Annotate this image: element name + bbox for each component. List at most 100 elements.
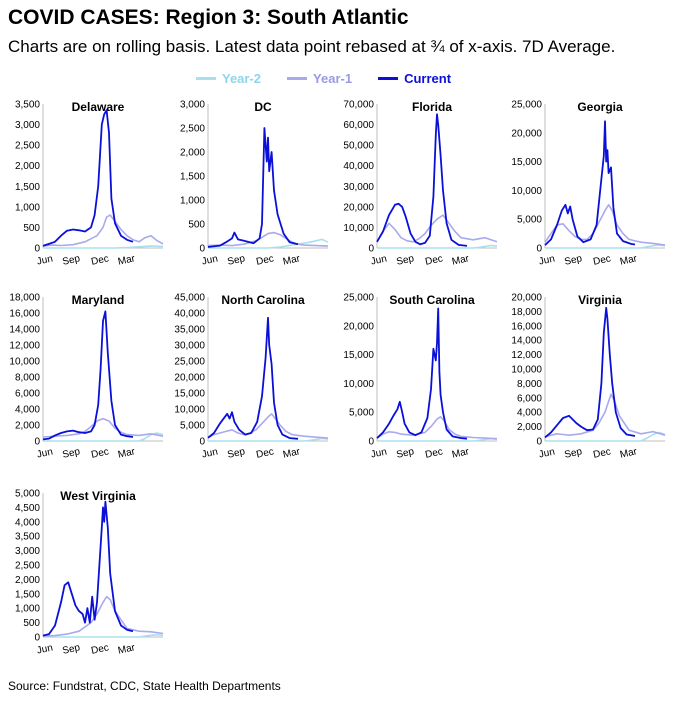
y-tick-label: 40,000 bbox=[343, 161, 374, 172]
y-tick-label: 1,000 bbox=[15, 202, 40, 213]
series-line-year-1 bbox=[207, 231, 329, 247]
page-subtitle: Charts are on rolling basis. Latest data… bbox=[8, 37, 616, 56]
y-tick-label: 0 bbox=[34, 437, 40, 448]
series-line-current bbox=[376, 307, 468, 440]
series-line-current bbox=[42, 109, 134, 247]
series-line-year-2 bbox=[545, 244, 666, 249]
y-tick-label: 0 bbox=[368, 437, 374, 448]
y-tick-label: 2,000 bbox=[180, 148, 205, 159]
x-tick-label: Dec bbox=[424, 446, 444, 460]
y-tick-label: 500 bbox=[23, 618, 40, 629]
x-tick-label: Dec bbox=[255, 446, 275, 460]
y-tick-label: 4,500 bbox=[15, 503, 40, 514]
y-tick-label: 3,000 bbox=[15, 546, 40, 557]
y-tick-label: 20,000 bbox=[343, 202, 374, 213]
y-tick-label: 5,000 bbox=[180, 421, 205, 432]
y-tick-label: 2,000 bbox=[15, 421, 40, 432]
y-tick-label: 14,000 bbox=[9, 325, 40, 336]
y-tick-label: 1,000 bbox=[15, 604, 40, 615]
y-tick-label: 1,500 bbox=[180, 172, 205, 183]
legend-label-year-2: Year-2 bbox=[222, 70, 262, 86]
x-tick-label: Mar bbox=[282, 253, 302, 267]
y-tick-label: 0 bbox=[536, 244, 542, 255]
y-tick-label: 3,500 bbox=[15, 532, 40, 543]
legend-item-year-2: Year-2 bbox=[196, 71, 261, 86]
x-tick-label: Sep bbox=[563, 253, 583, 268]
y-tick-label: 30,000 bbox=[174, 341, 205, 352]
legend-item-current: Current bbox=[378, 71, 451, 86]
y-tick-label: 10,000 bbox=[343, 379, 374, 390]
y-tick-label: 20,000 bbox=[511, 128, 542, 139]
chart-title: Virginia bbox=[578, 293, 622, 307]
y-tick-label: 20,000 bbox=[174, 373, 205, 384]
y-tick-label: 0 bbox=[368, 244, 374, 255]
x-tick-label: Mar bbox=[117, 253, 137, 267]
y-tick-label: 0 bbox=[199, 244, 205, 255]
series-line-year-1 bbox=[42, 417, 164, 438]
x-tick-label: Mar bbox=[619, 446, 639, 460]
y-tick-label: 5,000 bbox=[15, 489, 40, 500]
y-tick-label: 16,000 bbox=[511, 321, 542, 332]
y-tick-label: 60,000 bbox=[343, 120, 374, 131]
series-line-current bbox=[544, 120, 636, 246]
series-line-year-2 bbox=[43, 245, 164, 249]
x-tick-label: Jun bbox=[370, 446, 388, 460]
chart-panel-west-virginia: 0 500 1,000 1,500 2,000 2,500 3,000 3,500 4,000 4… bbox=[6, 486, 172, 671]
y-tick-label: 3,000 bbox=[15, 120, 40, 131]
y-tick-label: 10,000 bbox=[511, 365, 542, 376]
x-tick-label: Dec bbox=[255, 253, 275, 267]
chart-panel-florida: 0 10,000 20,000 30,000 40,000 50,000 60,000 70,… bbox=[340, 97, 506, 282]
chart-panel-georgia: 0 5,000 10,000 15,000 20,000 25,000 Jun Sep Dec M… bbox=[508, 97, 674, 282]
chart-title: Delaware bbox=[72, 100, 125, 114]
series-line-year-1 bbox=[376, 416, 498, 440]
y-tick-label: 10,000 bbox=[9, 357, 40, 368]
y-tick-label: 8,000 bbox=[517, 379, 542, 390]
legend-label-year-1: Year-1 bbox=[313, 70, 353, 86]
series-line-current bbox=[42, 310, 134, 441]
chart-svg-north-carolina: 0 5,000 10,000 15,000 20,000 25,000 30,000 35,0… bbox=[174, 293, 329, 461]
y-tick-label: 0 bbox=[199, 437, 205, 448]
y-tick-label: 1,000 bbox=[180, 196, 205, 207]
y-tick-label: 18,000 bbox=[511, 307, 542, 318]
y-tick-label: 2,000 bbox=[517, 422, 542, 433]
x-tick-label: Mar bbox=[451, 253, 471, 267]
y-tick-label: 40,000 bbox=[174, 309, 205, 320]
y-tick-label: 25,000 bbox=[511, 100, 542, 111]
x-tick-label: Jun bbox=[36, 642, 54, 656]
chart-title: West Virginia bbox=[60, 489, 136, 503]
chart-title: Florida bbox=[412, 100, 452, 114]
chart-svg-florida: 0 10,000 20,000 30,000 40,000 50,000 60,000 70,… bbox=[343, 100, 498, 268]
y-tick-label: 3,500 bbox=[15, 100, 40, 111]
x-tick-label: Mar bbox=[117, 446, 137, 460]
y-tick-label: 0 bbox=[34, 244, 40, 255]
y-tick-label: 10,000 bbox=[343, 223, 374, 234]
series-line-year-1 bbox=[544, 393, 666, 438]
y-tick-label: 0 bbox=[34, 633, 40, 644]
y-tick-label: 30,000 bbox=[343, 182, 374, 193]
x-tick-label: Mar bbox=[282, 446, 302, 460]
y-tick-label: 50,000 bbox=[343, 141, 374, 152]
chart-title: Maryland bbox=[72, 293, 125, 307]
legend-item-year-1: Year-1 bbox=[287, 71, 352, 86]
y-tick-label: 6,000 bbox=[15, 389, 40, 400]
y-tick-label: 500 bbox=[23, 223, 40, 234]
x-tick-label: Jun bbox=[36, 446, 54, 460]
y-tick-label: 0 bbox=[536, 437, 542, 448]
y-tick-label: 4,000 bbox=[15, 405, 40, 416]
chart-svg-georgia: 0 5,000 10,000 15,000 20,000 25,000 Jun Sep Dec M… bbox=[511, 100, 666, 268]
series-line-year-2 bbox=[43, 432, 164, 442]
y-tick-label: 2,500 bbox=[15, 561, 40, 572]
y-tick-label: 2,000 bbox=[15, 575, 40, 586]
chart-legend: Year-2 Year-1 Current bbox=[196, 68, 451, 88]
x-tick-label: Jun bbox=[538, 446, 556, 460]
series-line-current bbox=[376, 113, 468, 247]
chart-panel-south-carolina: 0 5,000 10,000 15,000 20,000 25,000 Jun Sep Dec M… bbox=[340, 290, 506, 475]
series-line-year-2 bbox=[377, 244, 498, 249]
series-line-year-1 bbox=[42, 214, 164, 247]
x-tick-label: Sep bbox=[226, 446, 246, 461]
x-tick-label: Jun bbox=[201, 253, 219, 267]
chart-title: South Carolina bbox=[389, 293, 475, 307]
series-line-current bbox=[207, 316, 299, 440]
y-tick-label: 1,500 bbox=[15, 589, 40, 600]
y-tick-label: 10,000 bbox=[174, 405, 205, 416]
